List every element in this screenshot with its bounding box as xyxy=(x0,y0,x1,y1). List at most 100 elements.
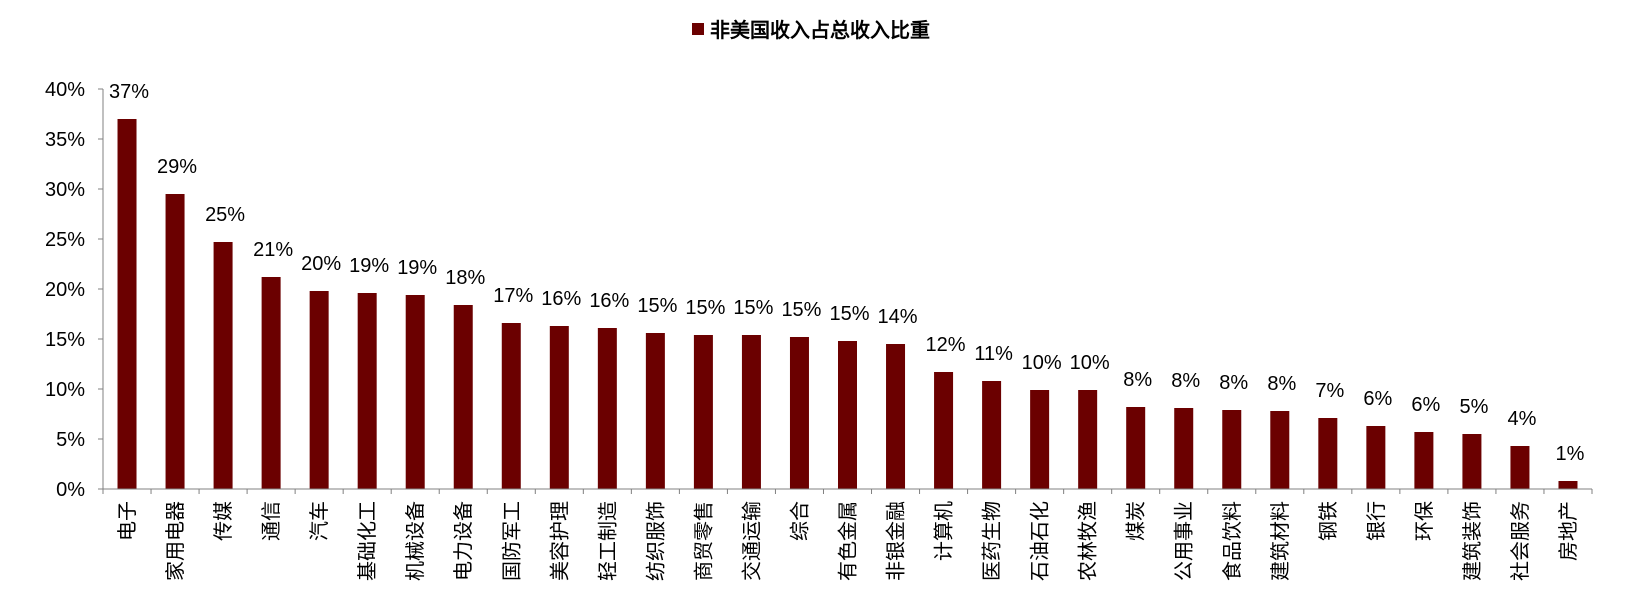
category-label: 钢铁 xyxy=(1316,501,1340,541)
data-label: 15% xyxy=(685,297,725,319)
bar xyxy=(886,344,906,489)
data-label: 1% xyxy=(1556,443,1585,465)
data-label: 10% xyxy=(1070,352,1110,374)
bar xyxy=(1510,446,1530,489)
bar xyxy=(1030,390,1050,489)
bars xyxy=(117,119,1578,489)
data-label: 8% xyxy=(1171,370,1200,392)
data-label: 8% xyxy=(1123,369,1152,391)
category-label: 石油石化 xyxy=(1028,501,1052,581)
data-label: 19% xyxy=(349,255,389,277)
category-label: 轻工制造 xyxy=(595,501,619,581)
data-label: 14% xyxy=(878,306,918,328)
bar xyxy=(1078,390,1098,489)
data-label: 7% xyxy=(1315,380,1344,402)
y-tick-label: 15% xyxy=(45,329,85,351)
data-labels: 37% 29% 25% 21% 20% 19% 19% 18% 17% 16% 16% 15% 15% 1… xyxy=(109,81,1585,465)
category-label: 有色金属 xyxy=(836,501,860,581)
legend-label: 非美国收入占总收入比重 xyxy=(710,18,930,42)
data-label: 8% xyxy=(1267,373,1296,395)
data-label: 10% xyxy=(1022,352,1062,374)
category-label: 电子 xyxy=(115,501,139,541)
bar xyxy=(1558,481,1578,489)
data-label: 19% xyxy=(397,257,437,279)
data-label: 15% xyxy=(829,303,869,325)
bar xyxy=(501,323,521,489)
data-label: 15% xyxy=(781,299,821,321)
data-label: 16% xyxy=(541,288,581,310)
y-tick-label: 5% xyxy=(56,429,85,451)
category-label: 公用事业 xyxy=(1172,501,1196,581)
category-label: 医药生物 xyxy=(980,501,1004,581)
data-label: 15% xyxy=(637,295,677,317)
category-label: 通信 xyxy=(259,501,283,541)
data-label: 8% xyxy=(1219,372,1248,394)
bar xyxy=(693,335,713,489)
data-label: 11% xyxy=(974,343,1013,365)
category-label: 纺织服饰 xyxy=(643,501,667,581)
category-label: 计算机 xyxy=(932,501,956,561)
data-label: 25% xyxy=(205,204,245,226)
category-label: 美容护理 xyxy=(547,501,571,581)
bar xyxy=(838,341,857,489)
category-label: 商贸零售 xyxy=(691,501,715,581)
bar xyxy=(165,194,185,489)
bar xyxy=(1366,426,1386,489)
data-label: 18% xyxy=(445,267,485,289)
bar xyxy=(261,277,281,489)
data-label: 4% xyxy=(1507,408,1536,430)
bar xyxy=(597,328,617,489)
bar xyxy=(934,372,954,489)
category-label: 国防军工 xyxy=(499,501,523,581)
data-label: 6% xyxy=(1411,394,1440,416)
bar xyxy=(213,242,233,489)
data-label: 15% xyxy=(733,297,773,319)
bar xyxy=(549,326,569,489)
category-label: 汽车 xyxy=(307,501,331,541)
data-label: 16% xyxy=(589,290,629,312)
category-label: 食品饮料 xyxy=(1220,501,1244,581)
category-label: 非银金融 xyxy=(884,501,908,581)
bar xyxy=(645,333,665,489)
category-label: 环保 xyxy=(1412,501,1436,541)
y-tick-label: 35% xyxy=(45,129,85,151)
data-label: 5% xyxy=(1459,396,1488,418)
category-label: 交通运输 xyxy=(739,501,763,581)
data-label: 21% xyxy=(253,239,293,261)
y-tick-label: 20% xyxy=(45,279,85,301)
data-label: 20% xyxy=(301,253,341,275)
bar xyxy=(741,335,761,489)
y-tick-label: 25% xyxy=(45,229,85,251)
bar xyxy=(1462,434,1482,489)
category-label: 社会服务 xyxy=(1508,501,1532,581)
bar xyxy=(405,295,425,489)
category-label: 煤炭 xyxy=(1124,501,1148,541)
data-label: 37% xyxy=(109,81,149,103)
bar xyxy=(1222,410,1242,489)
y-tick-label: 30% xyxy=(45,179,85,201)
category-label: 电力设备 xyxy=(451,501,475,581)
y-tick-label: 40% xyxy=(45,79,85,101)
data-label: 6% xyxy=(1363,388,1392,410)
data-label: 17% xyxy=(493,285,533,307)
bar xyxy=(453,305,473,489)
category-label: 建筑装饰 xyxy=(1460,501,1484,581)
data-label: 29% xyxy=(157,156,197,178)
legend-swatch xyxy=(692,23,704,35)
category-label: 银行 xyxy=(1364,501,1388,541)
bar xyxy=(1270,411,1290,489)
bar xyxy=(309,291,329,489)
category-label: 机械设备 xyxy=(403,501,427,581)
bar xyxy=(1174,408,1194,489)
bar xyxy=(789,337,809,489)
category-label: 基础化工 xyxy=(355,501,379,581)
bar xyxy=(1318,418,1338,489)
category-label: 综合 xyxy=(787,501,811,541)
bar xyxy=(117,119,137,489)
category-label: 建筑材料 xyxy=(1268,501,1292,581)
bar xyxy=(1414,432,1434,489)
bar xyxy=(982,381,1002,489)
y-tick-label: 10% xyxy=(45,379,85,401)
bar xyxy=(357,293,377,489)
